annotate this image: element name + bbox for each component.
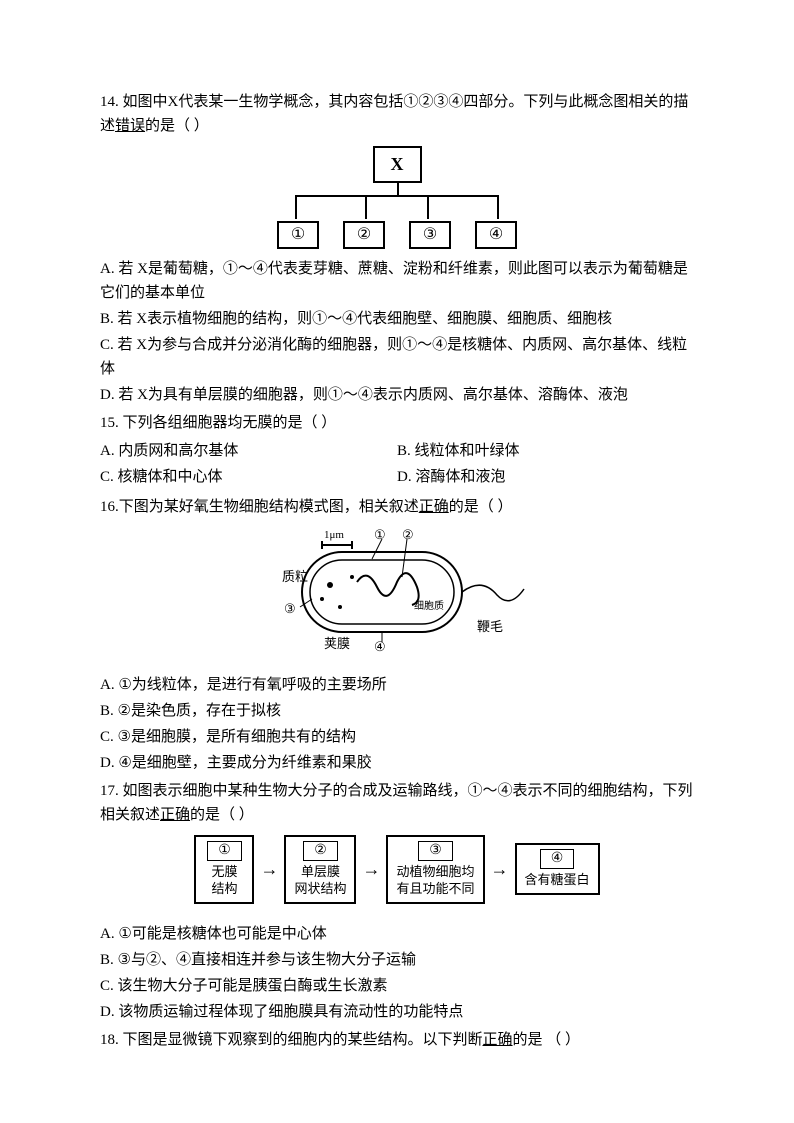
q14-option-c: C. 若 X为参与合成并分泌消化酶的细胞器，则①～④是核糖体、内质网、高尔基体、… bbox=[100, 333, 694, 381]
tree-lines bbox=[277, 181, 517, 221]
q14-option-b: B. 若 X表示植物细胞的结构，则①～④代表细胞壁、细胞膜、细胞质、细胞核 bbox=[100, 307, 694, 331]
flow-box-3: ③ 动植物细胞均 有且功能不同 bbox=[386, 835, 484, 904]
q17-num: 17. bbox=[100, 783, 119, 799]
q16-option-d: D. ④是细胞壁，主要成分为纤维素和果胶 bbox=[100, 751, 694, 775]
tree-child-4: ④ bbox=[475, 221, 517, 249]
q14-option-a: A. 若 X是葡萄糖，①～④代表麦芽糖、蔗糖、淀粉和纤维素，则此图可以表示为葡萄… bbox=[100, 257, 694, 305]
question-14: 14. 如图中X代表某一生物学概念，其内容包括①②③④四部分。下列与此概念图相关… bbox=[100, 90, 694, 407]
flow-text-4: 含有糖蛋白 bbox=[525, 872, 590, 889]
q16-option-b: B. ②是染色质，存在于拟核 bbox=[100, 699, 694, 723]
flow-arrow-3: → bbox=[491, 855, 509, 884]
tree-child-3: ③ bbox=[409, 221, 451, 249]
label-zhili: 质粒 bbox=[282, 567, 308, 588]
q16-option-c: C. ③是细胞膜，是所有细胞共有的结构 bbox=[100, 725, 694, 749]
flow-box-4: ④ 含有糖蛋白 bbox=[515, 843, 600, 895]
flow-num-3: ③ bbox=[418, 841, 453, 861]
label-xibao: 细胞质 bbox=[414, 599, 444, 615]
q17-option-d: D. 该物质运输过程体现了细胞膜具有流动性的功能特点 bbox=[100, 1000, 694, 1024]
q17-diagram: ① 无膜 结构 → ② 单层膜 网状结构 → ③ 动植物细胞均 有且功能不同 →… bbox=[100, 835, 694, 904]
q15-text: 15. 下列各组细胞器均无膜的是（ ） bbox=[100, 411, 694, 435]
label-bianmao: 鞭毛 bbox=[477, 617, 503, 638]
flow-box-2: ② 单层膜 网状结构 bbox=[284, 835, 356, 904]
flow-arrow-2: → bbox=[362, 855, 380, 884]
label-num4: ④ bbox=[374, 637, 386, 658]
q18-underlined: 正确 bbox=[483, 1032, 513, 1048]
flow-num-4: ④ bbox=[540, 849, 575, 869]
q16-diagram: 质粒 1μm ① ② ③ 荚膜 ④ 鞭毛 细胞质 bbox=[100, 527, 694, 665]
tree-child-2: ② bbox=[343, 221, 385, 249]
q17-option-a: A. ①可能是核糖体也可能是中心体 bbox=[100, 922, 694, 946]
q17-option-c: C. 该生物大分子可能是胰蛋白酶或生长激素 bbox=[100, 974, 694, 998]
q14-underlined: 错误 bbox=[115, 118, 145, 134]
q14-diagram: X ① ② ③ ④ bbox=[100, 146, 694, 249]
flow-box-1: ① 无膜 结构 bbox=[194, 835, 254, 904]
flow-text-3: 动植物细胞均 有且功能不同 bbox=[396, 864, 474, 898]
q16-num: 16. bbox=[100, 499, 119, 515]
label-scale: 1μm bbox=[324, 527, 344, 545]
q16-text: 16.下图为某好氧生物细胞结构模式图，相关叙述正确的是（ ） bbox=[100, 495, 694, 519]
flow-num-1: ① bbox=[207, 841, 242, 861]
label-num3: ③ bbox=[284, 599, 296, 620]
q15-body: 下列各组细胞器均无膜的是（ ） bbox=[123, 415, 337, 431]
q18-text: 18. 下图是显微镜下观察到的细胞内的某些结构。以下判断正确的是 （ ） bbox=[100, 1028, 694, 1052]
question-15: 15. 下列各组细胞器均无膜的是（ ） A. 内质网和高尔基体 B. 线粒体和叶… bbox=[100, 411, 694, 491]
q15-option-c: C. 核糖体和中心体 bbox=[100, 465, 397, 489]
tree-root: X bbox=[373, 146, 422, 183]
q15-num: 15. bbox=[100, 415, 119, 431]
flow-arrow-1: → bbox=[260, 855, 278, 884]
label-num2: ② bbox=[402, 525, 414, 546]
label-jiamo: 荚膜 bbox=[324, 634, 350, 655]
question-18: 18. 下图是显微镜下观察到的细胞内的某些结构。以下判断正确的是 （ ） bbox=[100, 1028, 694, 1052]
q16-tail: 的是（ ） bbox=[449, 499, 513, 515]
question-17: 17. 如图表示细胞中某种生物大分子的合成及运输路线，①～④表示不同的细胞结构，… bbox=[100, 779, 694, 1024]
flow-text-2: 单层膜 网状结构 bbox=[294, 864, 346, 898]
q17-text: 17. 如图表示细胞中某种生物大分子的合成及运输路线，①～④表示不同的细胞结构，… bbox=[100, 779, 694, 827]
q15-option-d: D. 溶酶体和液泡 bbox=[397, 465, 694, 489]
q18-body: 下图是显微镜下观察到的细胞内的某些结构。以下判断 bbox=[123, 1032, 483, 1048]
q17-tail: 的是（ ） bbox=[190, 807, 254, 823]
q16-underlined: 正确 bbox=[419, 499, 449, 515]
q18-num: 18. bbox=[100, 1032, 119, 1048]
q16-option-a: A. ①为线粒体，是进行有氧呼吸的主要场所 bbox=[100, 673, 694, 697]
q15-option-b: B. 线粒体和叶绿体 bbox=[397, 439, 694, 463]
q16-body: 下图为某好氧生物细胞结构模式图，相关叙述 bbox=[119, 499, 419, 515]
q14-option-d: D. 若 X为具有单层膜的细胞器，则①～④表示内质网、高尔基体、溶酶体、液泡 bbox=[100, 383, 694, 407]
q17-option-b: B. ③与②、④直接相连并参与该生物大分子运输 bbox=[100, 948, 694, 972]
label-num1: ① bbox=[374, 525, 386, 546]
q14-tail: 的是（ ） bbox=[145, 118, 209, 134]
q15-options: A. 内质网和高尔基体 B. 线粒体和叶绿体 C. 核糖体和中心体 D. 溶酶体… bbox=[100, 439, 694, 491]
tree-child-1: ① bbox=[277, 221, 319, 249]
q17-underlined: 正确 bbox=[160, 807, 190, 823]
q14-text: 14. 如图中X代表某一生物学概念，其内容包括①②③④四部分。下列与此概念图相关… bbox=[100, 90, 694, 138]
q14-num: 14. bbox=[100, 94, 119, 110]
tree-children: ① ② ③ ④ bbox=[277, 221, 517, 249]
q15-option-a: A. 内质网和高尔基体 bbox=[100, 439, 397, 463]
q18-tail: 的是 （ ） bbox=[513, 1032, 581, 1048]
flow-num-2: ② bbox=[303, 841, 338, 861]
flow-text-1: 无膜 结构 bbox=[204, 864, 244, 898]
question-16: 16.下图为某好氧生物细胞结构模式图，相关叙述正确的是（ ） bbox=[100, 495, 694, 775]
